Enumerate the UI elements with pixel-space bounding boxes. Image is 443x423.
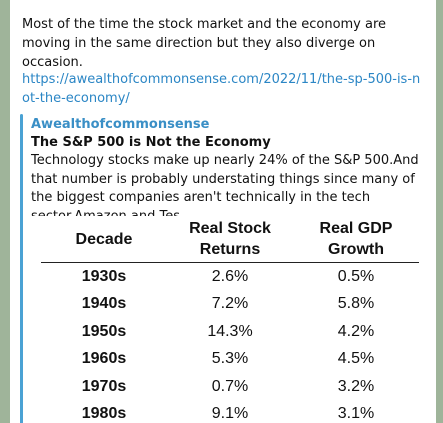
gdp-growth-cell: 4.5%	[337, 350, 375, 368]
message-link[interactable]: https://awealthofcommonsense.com/2022/11…	[22, 72, 421, 106]
preview-description: Technology stocks make up nearly 24% of …	[31, 153, 419, 224]
stock-return-cell: 2.6%	[211, 267, 249, 285]
gdp-growth-cell: 3.2%	[337, 377, 375, 395]
preview-title: The S&P 500 is Not the Economy	[31, 135, 271, 150]
header-real-gdp-growth: Real GDP Growth	[293, 216, 419, 263]
decade-cell: 1950s	[81, 322, 127, 340]
stock-return-cell: 7.2%	[211, 295, 249, 313]
gdp-growth-cell: 5.8%	[337, 295, 375, 313]
gdp-growth-cell: 4.2%	[337, 322, 375, 340]
table-row: 1930s 2.6% 0.5%	[41, 263, 419, 291]
decade-cell: 1940s	[81, 295, 127, 313]
header-decade: Decade	[41, 216, 167, 263]
gdp-growth-cell: 3.1%	[337, 405, 375, 423]
stock-return-cell: 9.1%	[211, 405, 249, 423]
table-row: 1980s 9.1% 3.1%	[41, 401, 419, 423]
table-body: 1930s 2.6% 0.5% 1940s 7.2% 5.8% 1950s 14.3% 4.2%…	[41, 263, 419, 423]
table-row: 1970s 0.7% 3.2%	[41, 373, 419, 401]
data-table: Decade Real Stock Returns Real GDP Growt…	[41, 216, 419, 423]
decade-cell: 1980s	[81, 405, 127, 423]
table-row: 1950s 14.3% 4.2%	[41, 318, 419, 346]
table-row: 1960s 5.3% 4.5%	[41, 346, 419, 374]
table-header-row: Decade Real Stock Returns Real GDP Growt…	[41, 216, 419, 263]
preview-image[interactable]: Decade Real Stock Returns Real GDP Growt…	[31, 216, 423, 423]
gdp-growth-cell: 0.5%	[337, 267, 375, 285]
stock-return-cell: 14.3%	[207, 322, 253, 340]
stock-return-cell: 5.3%	[211, 350, 249, 368]
link-preview[interactable]: Awealthofcommonsense The S&P 500 is Not …	[20, 114, 424, 423]
decade-cell: 1930s	[81, 267, 127, 285]
decade-cell: 1970s	[81, 377, 127, 395]
preview-accent-bar	[20, 114, 23, 423]
header-real-stock-returns: Real Stock Returns	[167, 216, 293, 263]
preview-site-name: Awealthofcommonsense	[31, 117, 210, 132]
stock-return-cell: 0.7%	[211, 377, 249, 395]
table-row: 1940s 7.2% 5.8%	[41, 291, 419, 319]
message-bubble: Most of the time the stock market and th…	[10, 0, 436, 423]
decade-cell: 1960s	[81, 350, 127, 368]
message-text: Most of the time the stock market and th…	[22, 17, 387, 70]
